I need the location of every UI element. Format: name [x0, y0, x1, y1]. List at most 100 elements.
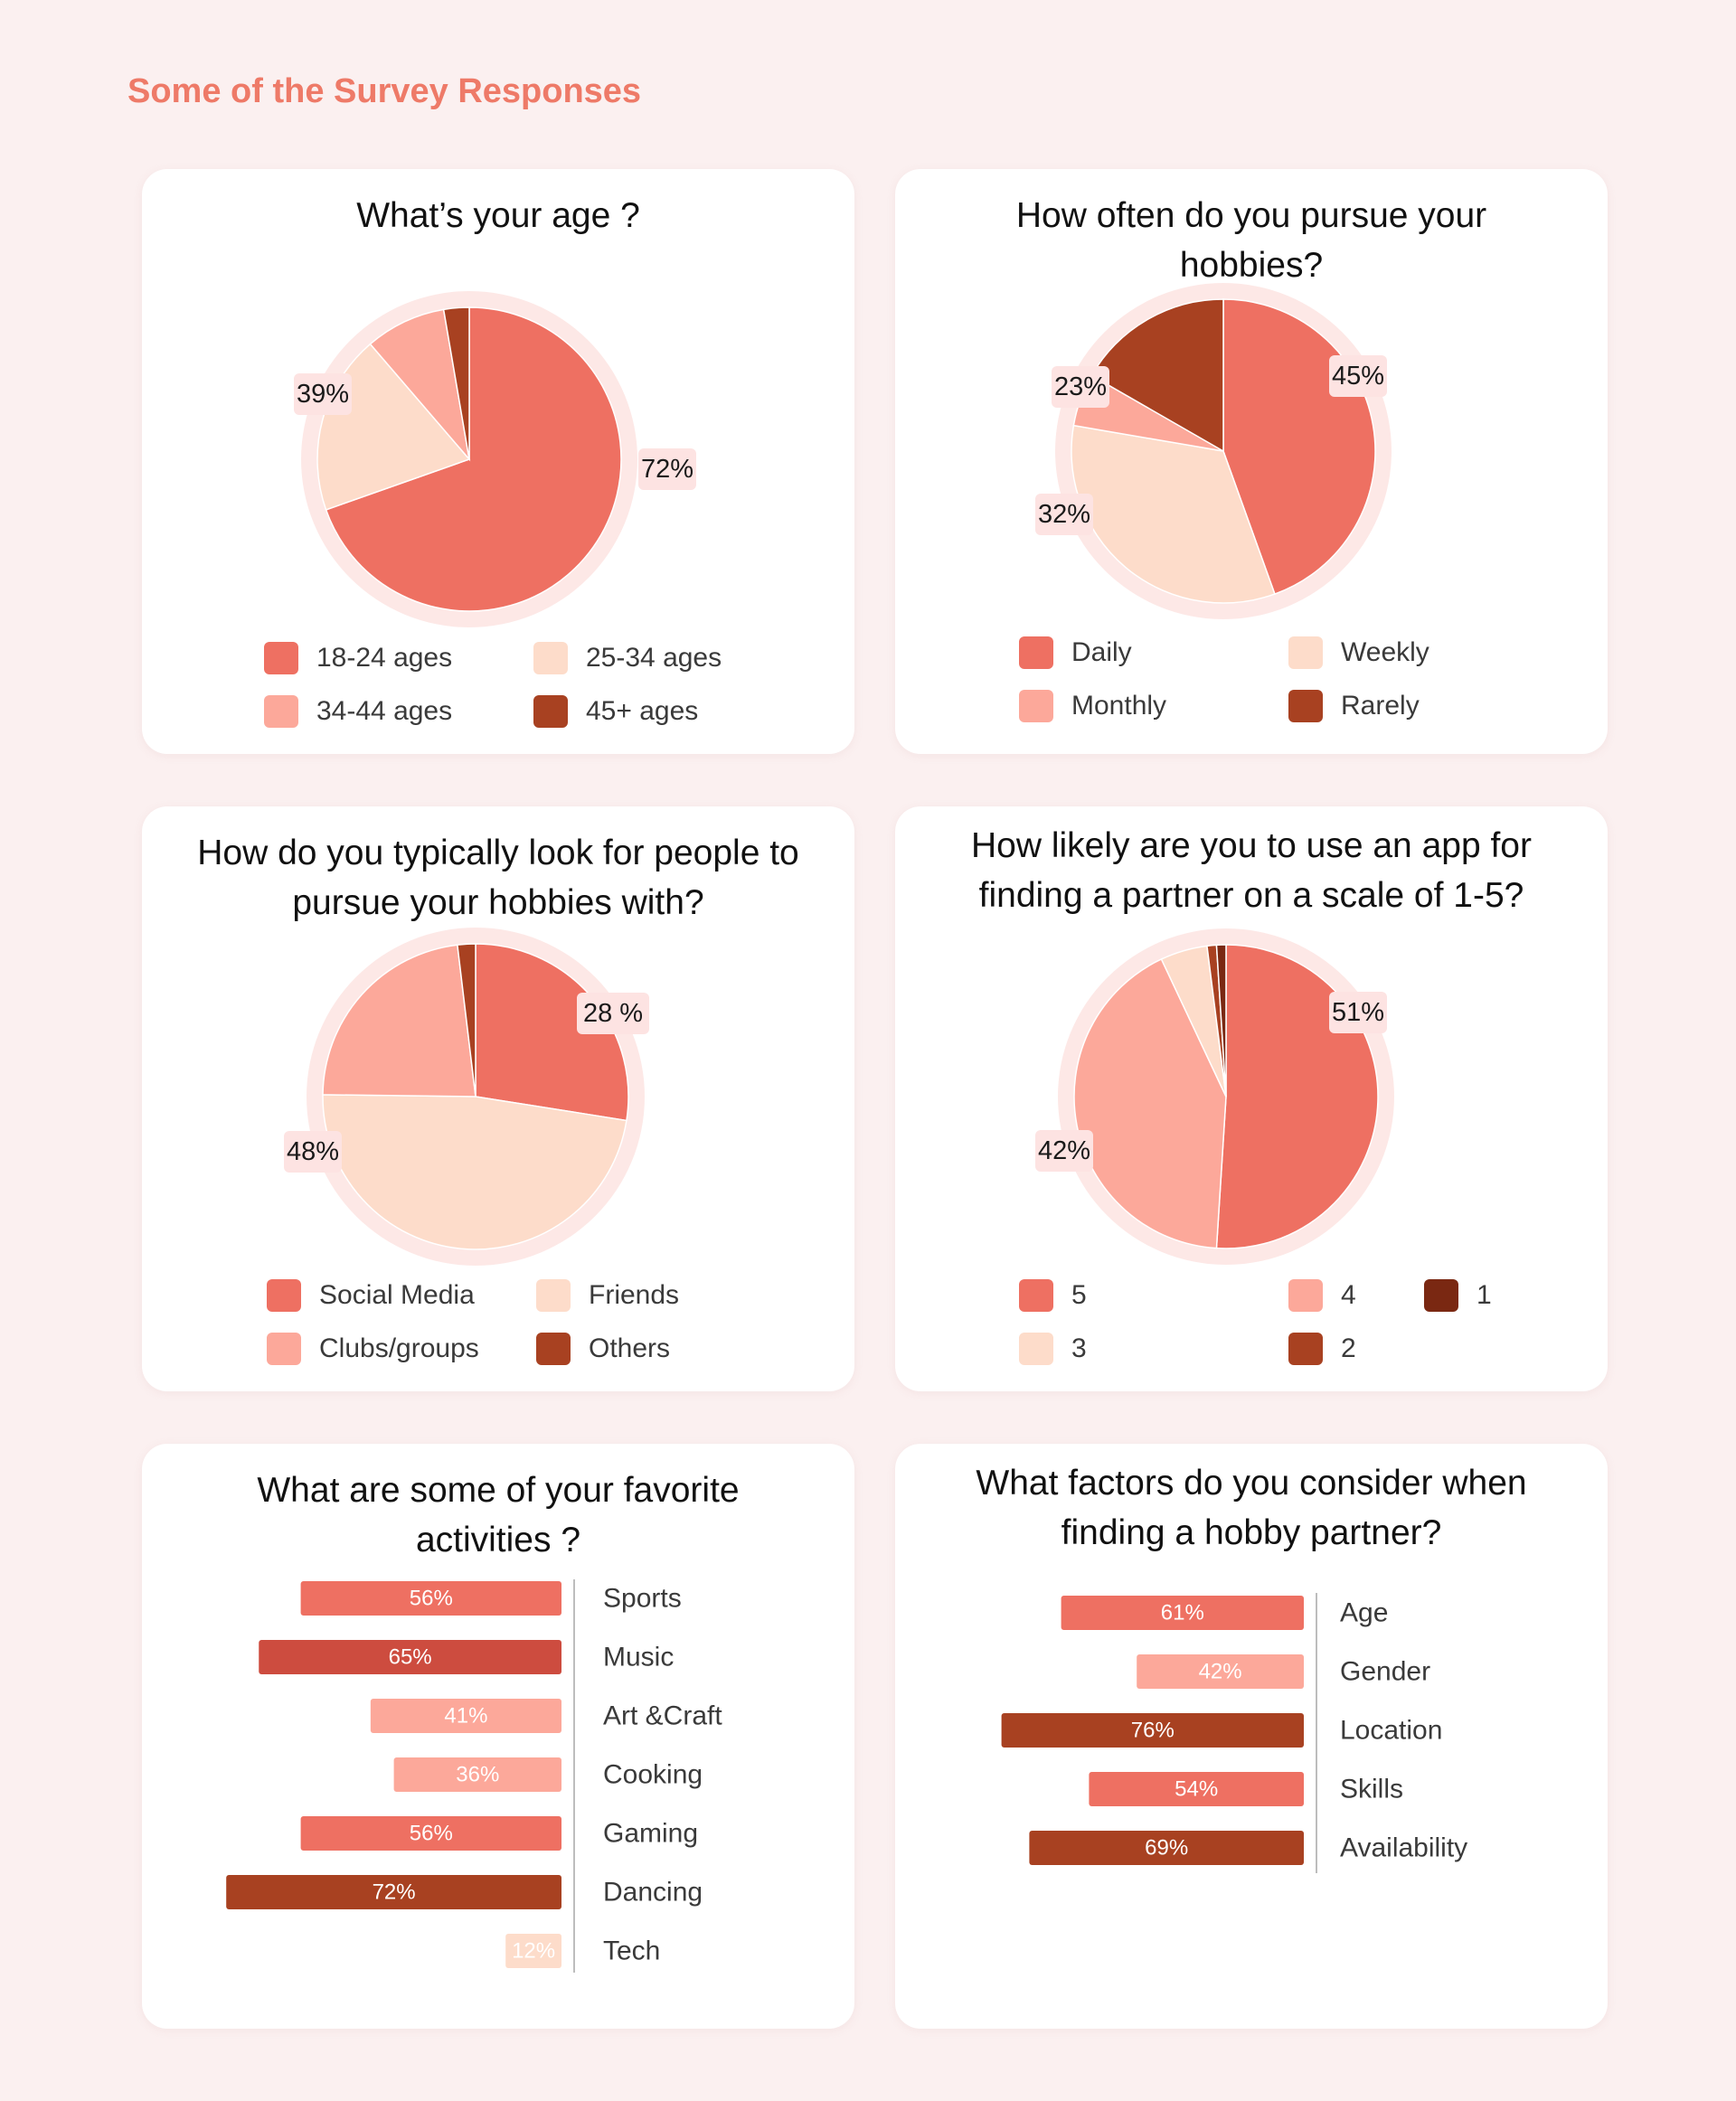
legend-label: 1: [1477, 1280, 1492, 1310]
bar-data-label: 61%: [1161, 1601, 1204, 1625]
bar-category-label: Age: [1340, 1598, 1388, 1628]
bar-data-label: 56%: [410, 1822, 453, 1846]
legend-item-social-media: Social Media: [267, 1279, 475, 1312]
age-card: 72% 39% What’s your age ? 18-24 ages 25-34…: [142, 169, 854, 754]
legend-label: 34-44 ages: [316, 696, 453, 726]
bar-category-label: Gaming: [603, 1819, 698, 1849]
pie-data-label-text: 28 %: [583, 999, 643, 1028]
legend-item-friends: Friends: [536, 1279, 679, 1312]
pie-slice-1: [1215, 944, 1227, 1098]
legend-swatch: [267, 1333, 301, 1365]
pie-data-label: 39%: [294, 373, 352, 415]
bar-category-label: Location: [1340, 1716, 1442, 1746]
pie-data-label: 23%: [1052, 366, 1109, 408]
bar-category-label: Sports: [603, 1584, 682, 1614]
legend-item-1: 1: [1424, 1279, 1492, 1312]
bar-music: [259, 1640, 561, 1674]
bar-data-label: 41%: [444, 1704, 487, 1729]
bar-art-craft: [370, 1699, 561, 1733]
bar-category-label: Art &Craft: [603, 1701, 722, 1731]
legend-item-18-24-ages: 18-24 ages: [264, 642, 452, 674]
legend-swatch: [1288, 1279, 1323, 1312]
pie-data-label: 28 %: [577, 993, 649, 1034]
pie-data-label-text: 45%: [1332, 362, 1384, 391]
legend-swatch: [1019, 1333, 1053, 1365]
legend-swatch: [1288, 1333, 1323, 1365]
legend-item-34-44-ages: 34-44 ages: [264, 695, 452, 728]
pie-slice-45-ages: [442, 306, 470, 460]
chart-title: How do you typically look for people to …: [197, 834, 799, 922]
pie-data-label-text: 32%: [1038, 500, 1090, 529]
bar-category-label: Availability: [1340, 1833, 1467, 1863]
legend-label: Clubs/groups: [319, 1333, 479, 1363]
bar-cooking: [393, 1757, 561, 1792]
search-method-card: 28 % 48% How do you typically look for pe…: [142, 806, 854, 1391]
legend-swatch: [1019, 1279, 1053, 1312]
legend-label: 2: [1341, 1333, 1356, 1363]
pie-slice-weekly: [1071, 424, 1276, 604]
bar-gaming: [300, 1816, 561, 1851]
legend-label: Others: [589, 1333, 671, 1363]
legend-swatch: [533, 695, 568, 728]
legend-item-2: 2: [1288, 1333, 1356, 1365]
legend-label: Weekly: [1341, 637, 1429, 667]
legend-swatch: [1019, 690, 1053, 722]
frequency-card: 45% 32% 23% How often do you pursue your h…: [895, 169, 1608, 754]
legend-label: 45+ ages: [586, 696, 699, 726]
bar-category-label: Music: [603, 1643, 674, 1672]
bar-age: [1061, 1596, 1304, 1630]
pie-data-label: 51%: [1329, 992, 1387, 1033]
bar-data-label: 72%: [373, 1880, 416, 1905]
pie-data-label: 72%: [638, 448, 696, 490]
chart-legend: Social Media Friends Clubs/groups Others: [142, 806, 854, 1391]
bar-category-label: Cooking: [603, 1760, 703, 1790]
bar-chart: 61% Age 42% Gender 76% Location 54% Skills 69% Av…: [1001, 1593, 1467, 1873]
pie-data-label-text: 48%: [287, 1137, 339, 1166]
bar-location: [1001, 1713, 1304, 1748]
bar-data-label: 65%: [389, 1645, 432, 1670]
pie-data-label-text: 72%: [641, 455, 693, 484]
legend-swatch: [536, 1279, 571, 1312]
legend-item-clubs-groups: Clubs/groups: [267, 1333, 479, 1365]
bar-data-label: 36%: [456, 1763, 499, 1787]
legend-item-weekly: Weekly: [1288, 636, 1429, 669]
legend-item-25-34-ages: 25-34 ages: [533, 642, 722, 674]
legend-item-3: 3: [1019, 1333, 1087, 1365]
chart-title: How likely are you to use an app for fin…: [970, 826, 1532, 915]
bar-data-label: 54%: [1175, 1777, 1218, 1802]
chart-legend: 18-24 ages 25-34 ages 34-44 ages 45+ ages: [142, 169, 854, 754]
legend-label: Friends: [589, 1280, 680, 1310]
legend-swatch: [533, 642, 568, 674]
pie-data-label-text: 39%: [297, 380, 349, 409]
legend-swatch: [267, 1279, 301, 1312]
legend-item-monthly: Monthly: [1019, 690, 1166, 722]
pie-data-label-text: 42%: [1038, 1136, 1090, 1165]
pie-chart: 45% 32% 23%: [1035, 283, 1392, 619]
legend-label: 5: [1071, 1280, 1087, 1310]
bar-data-label: 56%: [410, 1587, 453, 1611]
bar-data-label: 12%: [512, 1939, 555, 1964]
pie-slice-25-34-ages: [316, 343, 471, 511]
legend-label: 4: [1341, 1280, 1356, 1310]
bar-category-label: Tech: [603, 1936, 660, 1966]
chart-title: What are some of your favorite activitie…: [257, 1471, 740, 1559]
legend-item-others: Others: [536, 1333, 670, 1365]
legend-label: 25-34 ages: [586, 643, 722, 673]
bar-tech: [505, 1934, 561, 1968]
pie-data-label: 42%: [1035, 1130, 1093, 1172]
bar-category-label: Skills: [1340, 1775, 1403, 1804]
legend-label: Monthly: [1071, 691, 1167, 721]
legend-item-45-ages: 45+ ages: [533, 695, 698, 728]
pie-chart: 51% 42%: [1035, 928, 1394, 1265]
legend-swatch: [1019, 636, 1053, 669]
legend-item-daily: Daily: [1019, 636, 1132, 669]
bar-gender: [1137, 1654, 1304, 1689]
legend-label: Daily: [1071, 637, 1132, 667]
bar-chart: 56% Sports 65% Music 41% Art &Craft 36% Cooking…: [226, 1579, 722, 1973]
chart-legend: Daily Weekly Monthly Rarely: [895, 169, 1608, 754]
pie-slice-others: [457, 943, 476, 1098]
pie-slice-clubs-groups: [322, 944, 476, 1098]
bar-category-label: Gender: [1340, 1657, 1430, 1687]
legend-label: 18-24 ages: [316, 643, 453, 673]
bar-data-label: 76%: [1131, 1719, 1175, 1743]
